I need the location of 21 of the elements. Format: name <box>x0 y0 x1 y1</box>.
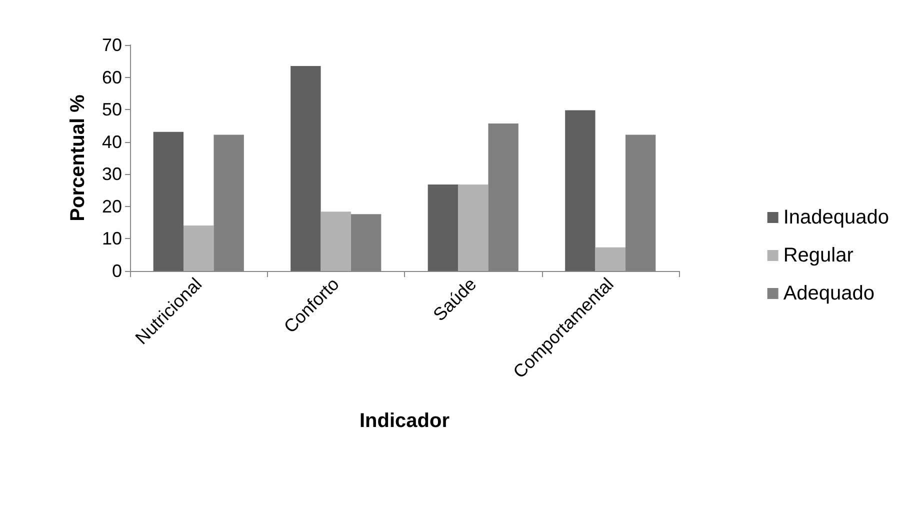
legend-label: Regular <box>783 244 854 266</box>
bar <box>428 184 458 271</box>
y-tick-label: 10 <box>102 228 122 249</box>
bar <box>565 110 596 271</box>
bar <box>458 184 488 271</box>
y-tick-label: 40 <box>102 132 122 152</box>
bar <box>184 225 214 271</box>
bar <box>595 247 626 271</box>
y-tick-label: 0 <box>112 261 122 281</box>
y-tick-label: 50 <box>102 100 122 120</box>
y-axis-title: Porcentual % <box>67 94 89 222</box>
legend-label: Inadequado <box>783 206 890 228</box>
legend-label: Adequado <box>783 282 875 304</box>
y-tick-label: 30 <box>102 164 122 184</box>
bar <box>153 132 184 271</box>
y-tick-label: 70 <box>102 35 122 55</box>
x-axis-title: Indicador <box>359 410 450 432</box>
y-tick-label: 60 <box>102 67 122 88</box>
y-tick-label: 20 <box>102 196 122 216</box>
bar <box>320 212 351 271</box>
bar <box>290 66 321 271</box>
